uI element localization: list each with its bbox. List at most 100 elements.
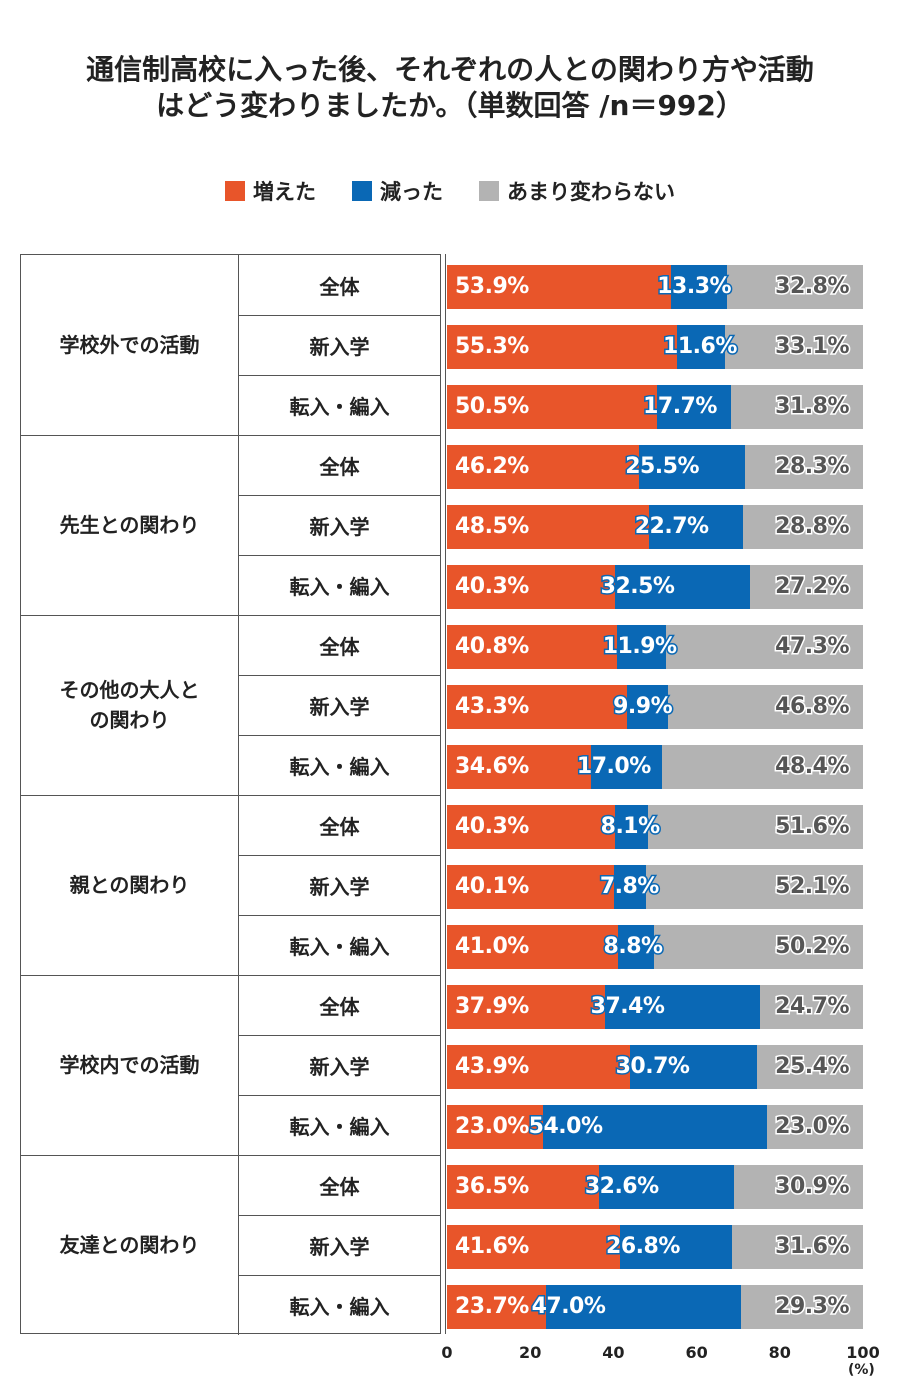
row-label: 全体 [319, 994, 360, 1019]
row-divider [239, 1215, 440, 1216]
legend-item-decreased: 減った [352, 176, 443, 206]
data-label-unchanged: 33.1% [774, 333, 851, 361]
bar-segment-decreased [614, 565, 750, 609]
bar-segment-decreased [671, 265, 727, 309]
data-label-decreased: 37.4% [589, 993, 666, 1021]
data-label-decreased: 9.9% [612, 693, 675, 721]
bar-segment-decreased [590, 745, 662, 789]
bar-segment-decreased [613, 865, 647, 909]
legend-swatch-unchanged [479, 181, 499, 201]
row-label: 転入・編入 [289, 934, 390, 959]
row-label: 転入・編入 [289, 1294, 390, 1319]
bar-segment-unchanged [731, 1225, 863, 1269]
bar-segment-unchanged [730, 385, 863, 429]
chart-title: 通信制高校に入った後、それぞれの人との関わり方や活動 はどう変わりましたか。（単… [0, 52, 900, 124]
row-label: 新入学 [309, 334, 370, 359]
data-label-unchanged: 48.4% [774, 753, 851, 781]
group-3: 親との関わり 全体 新入学 転入・編入 [21, 795, 440, 975]
chart-title-line-2: はどう変わりましたか。（単数回答 /n＝992） [156, 89, 744, 122]
bar-segment-decreased [598, 1165, 735, 1209]
group-divider [21, 1155, 440, 1156]
x-tick-label: 80 [768, 1343, 791, 1362]
group-label: 学校内での活動 [21, 975, 239, 1155]
data-label-decreased: 11.6% [662, 333, 739, 361]
row-label: 全体 [319, 1174, 360, 1199]
legend-item-increased: 増えた [225, 176, 316, 206]
bar-segment-decreased [629, 1045, 758, 1089]
data-label-unchanged: 47.3% [774, 633, 851, 661]
data-label-unchanged: 28.8% [774, 513, 851, 541]
data-label-decreased: 54.0% [527, 1113, 604, 1141]
data-label-decreased: 8.8% [602, 933, 665, 961]
bar-segment-decreased [542, 1105, 768, 1149]
x-axis-unit: (%) [848, 1362, 875, 1378]
bar-segment-increased [447, 685, 628, 729]
data-label-unchanged: 52.1% [774, 873, 851, 901]
data-label-increased: 40.8% [454, 633, 531, 661]
row-divider [239, 1095, 440, 1096]
x-tick-label: 40 [602, 1343, 625, 1362]
data-label-increased: 23.0% [454, 1113, 531, 1141]
bar-segment-unchanged [734, 1165, 863, 1209]
bar-segment-increased [447, 265, 672, 309]
bar-segment-increased [447, 985, 605, 1029]
row-divider [239, 735, 440, 736]
bar-segment-decreased [639, 445, 746, 489]
data-label-increased: 50.5% [454, 393, 531, 421]
data-label-decreased: 11.9% [601, 633, 678, 661]
bar-segment-decreased [545, 1285, 742, 1329]
bar-segment-unchanged [648, 805, 863, 849]
row-label: 転入・編入 [289, 574, 390, 599]
bar-segment-increased [447, 565, 615, 609]
row-divider [239, 855, 440, 856]
data-label-increased: 23.7% [454, 1293, 531, 1321]
data-label-increased: 40.3% [454, 573, 531, 601]
data-label-unchanged: 29.3% [774, 1293, 851, 1321]
row-label: 全体 [319, 634, 360, 659]
legend-swatch-decreased [352, 181, 372, 201]
bar-segment-unchanged [668, 685, 863, 729]
data-label-increased: 40.1% [454, 873, 531, 901]
bar-segment-increased [447, 325, 678, 369]
data-label-increased: 41.0% [454, 933, 531, 961]
row-label: 転入・編入 [289, 394, 390, 419]
data-label-increased: 34.6% [454, 753, 531, 781]
chart-legend: 増えた 減った あまり変わらない [0, 176, 900, 206]
data-label-increased: 53.9% [454, 273, 531, 301]
bar-segment-unchanged [654, 925, 863, 969]
row-divider [239, 915, 440, 916]
data-label-unchanged: 24.7% [774, 993, 851, 1021]
data-label-increased: 55.3% [454, 333, 531, 361]
data-label-unchanged: 23.0% [774, 1113, 851, 1141]
data-label-unchanged: 27.2% [774, 573, 851, 601]
row-label: 新入学 [309, 514, 370, 539]
bar-segment-increased [447, 865, 614, 909]
data-label-unchanged: 31.8% [774, 393, 851, 421]
bar-segment-increased [447, 1285, 546, 1329]
bar-segment-increased [447, 1105, 543, 1149]
bar-segment-unchanged [767, 1105, 863, 1149]
row-label: 新入学 [309, 1234, 370, 1259]
data-label-increased: 40.3% [454, 813, 531, 841]
row-divider [239, 1035, 440, 1036]
row-label: 全体 [319, 814, 360, 839]
legend-label-increased: 増えた [253, 180, 316, 204]
legend-item-unchanged: あまり変わらない [479, 176, 675, 206]
data-label-decreased: 47.0% [530, 1293, 607, 1321]
data-label-decreased: 13.3% [656, 273, 733, 301]
legend-label-decreased: 減った [380, 180, 443, 204]
group-label: 友達との関わり [21, 1155, 239, 1335]
row-divider [239, 675, 440, 676]
data-label-decreased: 17.0% [575, 753, 652, 781]
data-label-unchanged: 51.6% [774, 813, 851, 841]
bar-segment-decreased [657, 385, 731, 429]
data-label-decreased: 32.6% [583, 1173, 660, 1201]
x-tick-label: 100 [846, 1343, 880, 1362]
row-label: 全体 [319, 454, 360, 479]
data-label-unchanged: 50.2% [774, 933, 851, 961]
data-label-decreased: 8.1% [599, 813, 662, 841]
data-label-increased: 43.3% [454, 693, 531, 721]
row-divider [239, 315, 440, 316]
data-label-decreased: 25.5% [624, 453, 701, 481]
bar-segment-unchanged [741, 1285, 863, 1329]
